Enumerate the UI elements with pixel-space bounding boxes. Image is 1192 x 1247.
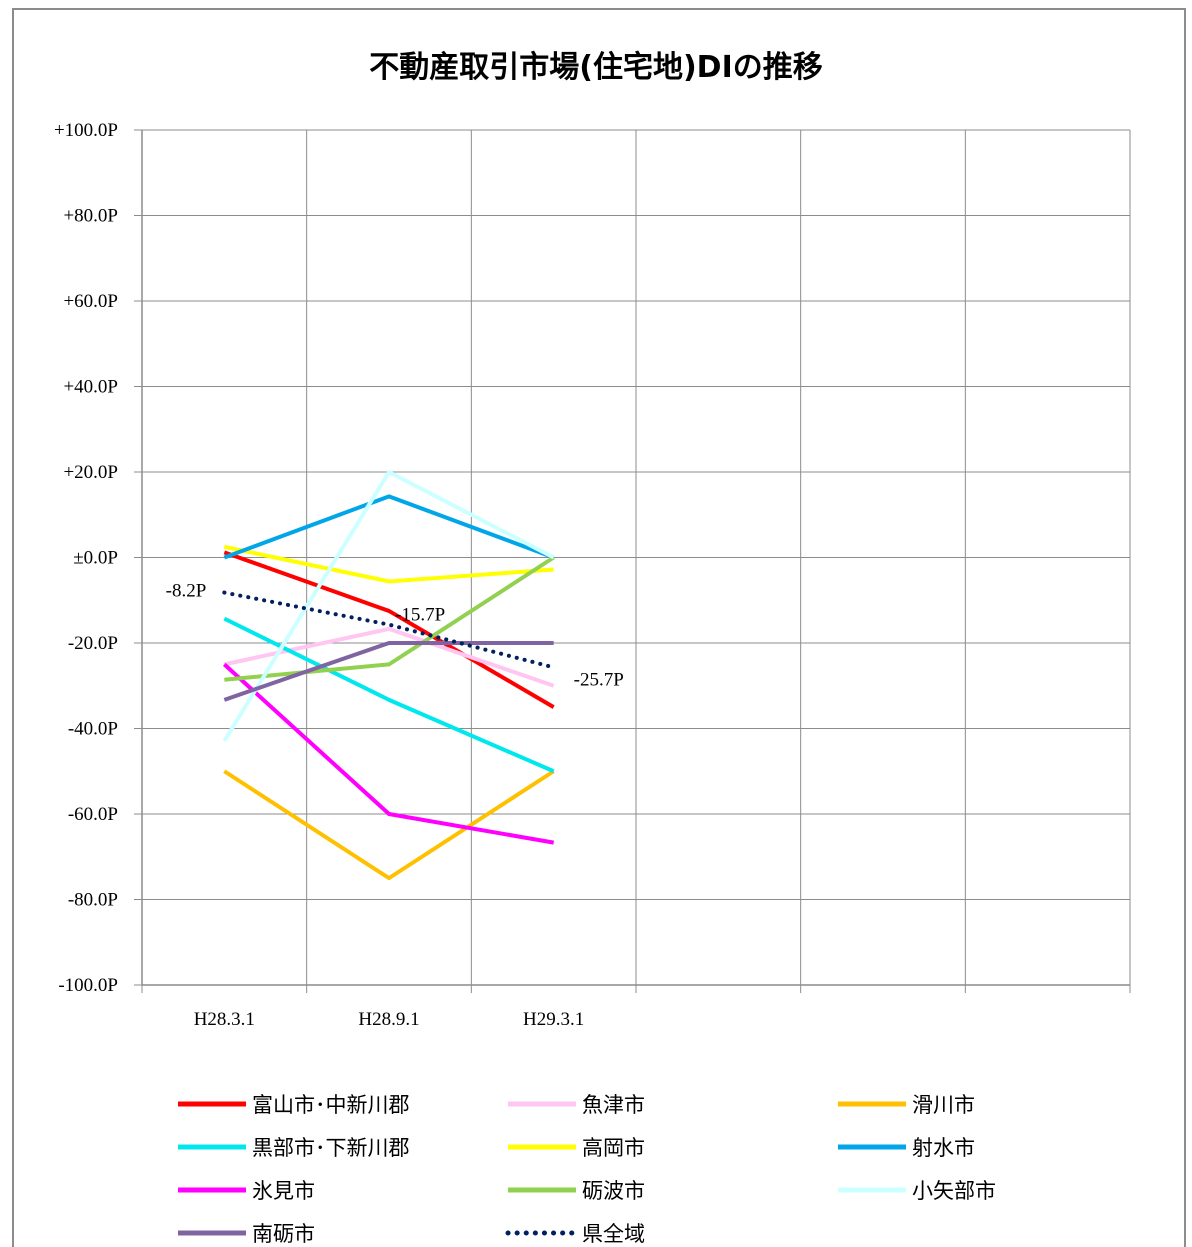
data-label: -8.2P: [166, 581, 207, 602]
legend-label: 滑川市: [912, 1093, 975, 1117]
data-label: -25.7P: [574, 669, 624, 690]
y-tick-label: -60.0P: [68, 804, 118, 825]
legend-label: 県全域: [582, 1222, 645, 1246]
series-line-7: [224, 555, 555, 682]
series-line-6: [222, 662, 555, 845]
legend-label: 砺波市: [582, 1179, 645, 1203]
chart-frame: [12, 8, 1186, 1247]
legend-label: 南砺市: [252, 1222, 315, 1246]
y-tick-label: -20.0P: [68, 633, 118, 654]
y-tick-label: -40.0P: [68, 719, 118, 740]
series-line-0: [223, 550, 555, 709]
data-labels: -8.2P -15.7P -25.7P: [166, 581, 624, 691]
y-tick-label: +80.0P: [63, 206, 118, 227]
x-tick-label: H29.3.1: [523, 1009, 584, 1030]
series-line-2: [223, 769, 555, 881]
legend-label: 黒部市･下新川郡: [252, 1136, 410, 1160]
series-line-5: [223, 494, 555, 560]
legend-label: 射水市: [912, 1136, 975, 1160]
gridlines: [141, 129, 1131, 986]
series-lines: [222, 470, 556, 881]
chart-title: 不動産取引市場(住宅地)DIの推移: [369, 50, 823, 85]
data-label: -15.7P: [395, 605, 445, 626]
series-line-9: [223, 641, 554, 702]
y-tick-label: +40.0P: [63, 377, 118, 398]
x-tick-label: H28.9.1: [358, 1009, 419, 1030]
y-tick-label: -80.0P: [68, 890, 118, 911]
y-tick-label: -100.0P: [58, 975, 118, 996]
series-line-3: [223, 616, 555, 774]
y-tick-label: +100.0P: [54, 120, 118, 141]
legend-label: 高岡市: [582, 1136, 645, 1160]
series-line-8: [222, 470, 555, 742]
legend-label: 小矢部市: [912, 1179, 996, 1203]
legend-label: 魚津市: [582, 1093, 645, 1117]
axes: +100.0P +80.0P +60.0P +40.0P +20.0P ±0.0P -20.…: [54, 120, 1131, 1030]
legend-label: 富山市･中新川郡: [252, 1093, 410, 1117]
legend-label: 氷見市: [252, 1179, 315, 1203]
y-tick-label: +20.0P: [63, 462, 118, 483]
y-tick-label: ±0.0P: [73, 548, 118, 569]
y-tick-label: +60.0P: [63, 291, 118, 312]
series-line-4: [223, 544, 554, 584]
series-line-10: [222, 590, 556, 670]
x-tick-label: H28.3.1: [194, 1009, 255, 1030]
